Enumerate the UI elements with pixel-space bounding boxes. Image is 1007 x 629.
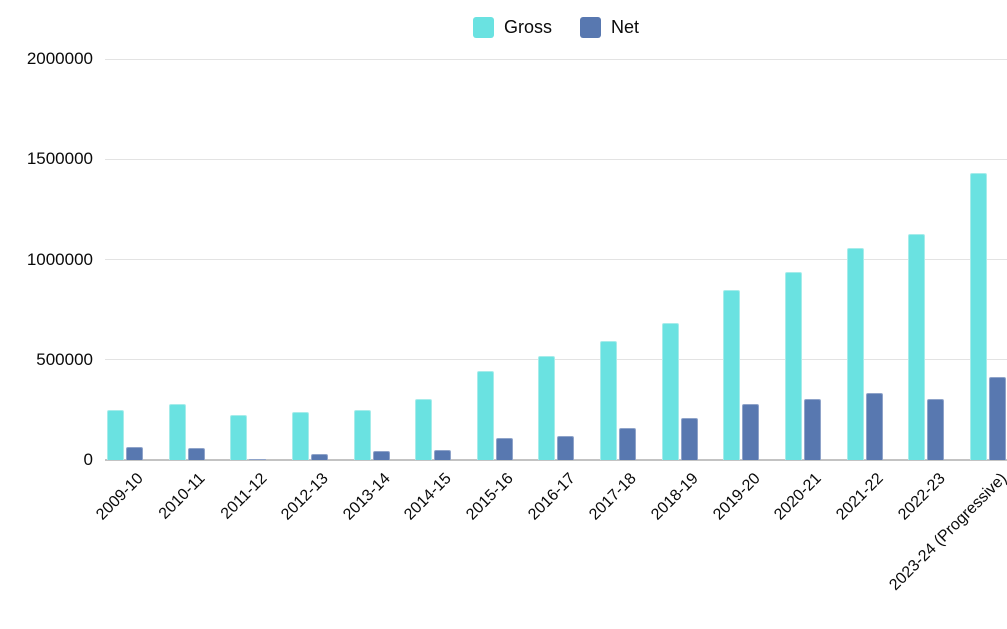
y-axis-tick-label: 500000	[36, 349, 93, 369]
bar-net-2020-21[interactable]	[804, 398, 822, 460]
bar-net-2014-15[interactable]	[434, 449, 452, 460]
gridline	[105, 259, 1007, 260]
bar-gross-2015-16[interactable]	[476, 370, 494, 460]
x-axis-tick-label: 2022-23	[894, 470, 949, 524]
x-axis-tick-label: 2020-21	[771, 470, 826, 524]
bar-gross-2011-12[interactable]	[230, 414, 248, 460]
x-axis-tick-label: 2021-22	[833, 470, 887, 524]
bar-net-2016-17[interactable]	[557, 435, 575, 460]
bar-net-2009-10[interactable]	[126, 447, 143, 460]
x-axis-tick-label: 2019-20	[709, 470, 764, 524]
bar-gross-2012-13[interactable]	[291, 411, 309, 460]
bar-net-2017-18[interactable]	[619, 428, 637, 460]
bar-net-2022-23[interactable]	[927, 399, 945, 460]
bar-net-2023-24[interactable]	[988, 376, 1006, 460]
legend-label-net: Net	[611, 16, 640, 37]
bar-gross-2019-20[interactable]	[723, 289, 741, 460]
y-axis-tick-label: 1500000	[26, 149, 93, 169]
bar-gross-2014-15[interactable]	[415, 399, 433, 460]
bar-gross-2009-10[interactable]	[107, 409, 124, 460]
bar-gross-2013-14[interactable]	[353, 409, 371, 460]
legend: Gross Net	[105, 15, 1007, 39]
y-axis-tick-label: 1000000	[26, 249, 93, 269]
x-axis-tick-label: 2010-11	[155, 470, 209, 523]
x-axis-tick-label: 2015-16	[463, 470, 517, 524]
bar-net-2011-12[interactable]	[249, 458, 267, 460]
legend-swatch-gross	[472, 16, 494, 38]
x-axis-tick-label: 2014-15	[401, 470, 456, 524]
x-axis-tick-label: 2016-17	[524, 470, 579, 524]
bar-gross-2020-21[interactable]	[785, 271, 803, 460]
y-axis-tick-label: 2000000	[26, 49, 93, 68]
bar-net-2018-19[interactable]	[680, 417, 698, 460]
x-axis-tick-label: 2011-12	[217, 470, 271, 523]
y-axis-tick-label: 0	[83, 450, 93, 469]
x-axis-tick-label: 2013-14	[340, 470, 394, 524]
x-axis-line	[105, 459, 1007, 461]
bar-net-2015-16[interactable]	[495, 438, 513, 460]
bar-gross-2022-23[interactable]	[908, 233, 926, 460]
bar-net-2012-13[interactable]	[310, 453, 328, 460]
bar-net-2010-11[interactable]	[187, 448, 205, 460]
bar-gross-2021-22[interactable]	[846, 248, 864, 460]
bar-net-2021-22[interactable]	[865, 392, 883, 460]
x-axis-tick-label: 2009-10	[93, 470, 148, 524]
legend-item-gross[interactable]: Gross	[472, 16, 552, 38]
x-axis-tick-label: 2023-24 (Progressive)	[886, 470, 1007, 594]
legend-label-gross: Gross	[503, 16, 552, 37]
bar-net-2019-20[interactable]	[742, 404, 760, 460]
gridline	[105, 58, 1007, 60]
bar-gross-2018-19[interactable]	[661, 323, 679, 460]
bar-gross-2016-17[interactable]	[538, 355, 556, 460]
bar-gross-2017-18[interactable]	[600, 340, 618, 460]
bar-gross-2023-24[interactable]	[969, 172, 987, 460]
gridline	[105, 359, 1007, 361]
legend-swatch-net	[580, 16, 601, 38]
legend-item-net[interactable]: Net	[580, 16, 640, 38]
x-axis-tick-label: 2017-18	[586, 470, 641, 524]
bar-gross-2010-11[interactable]	[168, 404, 186, 460]
x-axis-tick-label: 2018-19	[648, 470, 702, 524]
x-axis-tick-label: 2012-13	[278, 470, 332, 524]
bar-net-2013-14[interactable]	[372, 450, 390, 460]
gridline	[105, 158, 1007, 160]
